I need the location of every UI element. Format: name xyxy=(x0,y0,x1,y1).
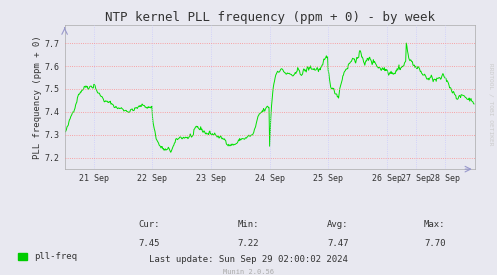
Title: NTP kernel PLL frequency (ppm + 0) - by week: NTP kernel PLL frequency (ppm + 0) - by … xyxy=(105,10,434,24)
Text: Munin 2.0.56: Munin 2.0.56 xyxy=(223,269,274,275)
Text: Last update: Sun Sep 29 02:00:02 2024: Last update: Sun Sep 29 02:00:02 2024 xyxy=(149,255,348,264)
Text: 7.47: 7.47 xyxy=(327,239,349,248)
Text: RRDTOOL / TOBI OETIKER: RRDTOOL / TOBI OETIKER xyxy=(488,63,493,146)
Text: 7.70: 7.70 xyxy=(424,239,446,248)
Text: 7.45: 7.45 xyxy=(138,239,160,248)
Text: Max:: Max: xyxy=(424,220,446,229)
Legend: pll-freq: pll-freq xyxy=(14,249,81,265)
Text: Min:: Min: xyxy=(238,220,259,229)
Text: Cur:: Cur: xyxy=(138,220,160,229)
Text: 7.22: 7.22 xyxy=(238,239,259,248)
Text: Avg:: Avg: xyxy=(327,220,349,229)
Y-axis label: PLL frequency (ppm + 0): PLL frequency (ppm + 0) xyxy=(33,35,42,159)
